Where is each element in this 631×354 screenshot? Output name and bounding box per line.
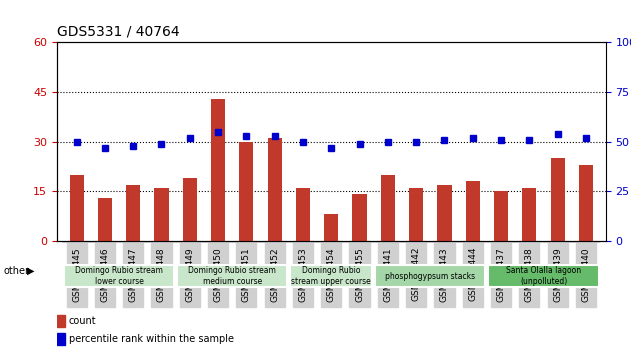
Text: ▶: ▶ (27, 266, 34, 276)
Bar (57, 315, 65, 327)
Bar (409, 188, 423, 241)
Bar (522, 188, 536, 241)
Text: phosphogypsum stacks: phosphogypsum stacks (386, 272, 475, 281)
Bar (402, 241, 430, 243)
Bar (345, 241, 374, 243)
Bar (579, 165, 593, 241)
Bar (57, 333, 65, 345)
Bar (268, 138, 282, 241)
Bar (459, 241, 487, 243)
Bar (204, 241, 232, 243)
Bar (466, 181, 480, 241)
Text: count: count (69, 316, 97, 326)
Bar (494, 191, 508, 241)
Bar (380, 175, 395, 241)
Bar (69, 175, 84, 241)
Bar (487, 241, 515, 243)
Bar (353, 194, 367, 241)
FancyBboxPatch shape (488, 265, 599, 287)
FancyBboxPatch shape (375, 265, 485, 287)
Bar (239, 142, 254, 241)
Bar (374, 241, 402, 243)
Bar (119, 241, 148, 243)
Bar (155, 188, 168, 241)
Text: Domingo Rubio stream
medium course: Domingo Rubio stream medium course (188, 267, 276, 286)
Text: Domingo Rubio stream
lower course: Domingo Rubio stream lower course (75, 267, 163, 286)
Bar (98, 198, 112, 241)
FancyBboxPatch shape (64, 265, 174, 287)
Bar (91, 241, 119, 243)
Text: Domingo Rubio
stream upper course: Domingo Rubio stream upper course (292, 267, 371, 286)
Bar (183, 178, 197, 241)
Bar (261, 241, 289, 243)
Text: other: other (3, 266, 29, 276)
FancyBboxPatch shape (177, 265, 287, 287)
Bar (551, 158, 565, 241)
Bar (515, 241, 543, 243)
Bar (437, 184, 452, 241)
FancyBboxPatch shape (290, 265, 372, 287)
Bar (62, 241, 91, 243)
Bar (430, 241, 459, 243)
Bar (317, 241, 345, 243)
Bar (543, 241, 572, 243)
Bar (289, 241, 317, 243)
Bar (232, 241, 261, 243)
Bar (126, 184, 140, 241)
Bar (148, 241, 175, 243)
Bar (324, 214, 338, 241)
Text: Santa Olalla lagoon
(unpolluted): Santa Olalla lagoon (unpolluted) (506, 267, 581, 286)
Text: percentile rank within the sample: percentile rank within the sample (69, 334, 234, 344)
Bar (296, 188, 310, 241)
Bar (175, 241, 204, 243)
Text: GDS5331 / 40764: GDS5331 / 40764 (57, 25, 179, 39)
Bar (572, 241, 600, 243)
Bar (211, 99, 225, 241)
